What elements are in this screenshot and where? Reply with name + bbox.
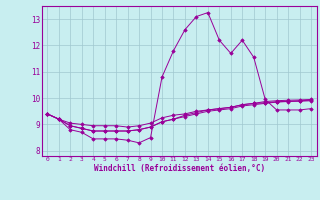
X-axis label: Windchill (Refroidissement éolien,°C): Windchill (Refroidissement éolien,°C) — [94, 164, 265, 173]
